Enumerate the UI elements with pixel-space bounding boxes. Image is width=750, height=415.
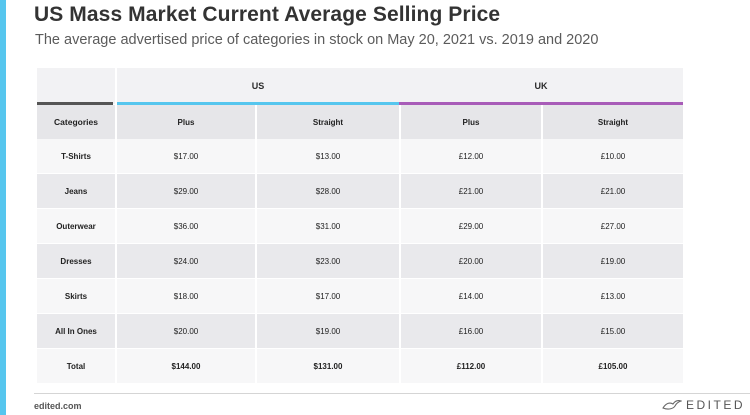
cell-uk-straight: £105.00 xyxy=(543,349,683,383)
column-header-uk-plus: Plus xyxy=(401,105,541,139)
table-row: Dresses $24.00 $23.00 £20.00 £19.00 xyxy=(37,244,683,278)
cell-uk-straight: £15.00 xyxy=(543,314,683,348)
cell-uk-plus: £16.00 xyxy=(401,314,541,348)
categories-underline xyxy=(37,102,113,105)
column-header-us-plus: Plus xyxy=(117,105,255,139)
uk-underline xyxy=(399,102,683,105)
cell-us-plus: $24.00 xyxy=(117,244,255,278)
column-header-uk-straight: Straight xyxy=(543,105,683,139)
table-row: Jeans $29.00 $28.00 £21.00 £21.00 xyxy=(37,174,683,208)
cell-uk-straight: £21.00 xyxy=(543,174,683,208)
logo-text: EDITED xyxy=(686,398,746,412)
table-row: T-Shirts $17.00 $13.00 £12.00 £10.00 xyxy=(37,139,683,173)
cell-uk-straight: £27.00 xyxy=(543,209,683,243)
cell-us-straight: $17.00 xyxy=(257,279,399,313)
cell-uk-plus: £12.00 xyxy=(401,139,541,173)
page-title: US Mass Market Current Average Selling P… xyxy=(34,3,501,26)
cell-uk-plus: £112.00 xyxy=(401,349,541,383)
row-category: Outerwear xyxy=(37,209,115,243)
edited-logo: EDITED xyxy=(662,398,745,412)
left-accent-bar xyxy=(0,0,6,415)
group-header-us: US xyxy=(117,68,399,104)
row-category: Skirts xyxy=(37,279,115,313)
cell-uk-plus: £29.00 xyxy=(401,209,541,243)
footer-divider xyxy=(34,393,750,394)
cell-us-plus: $36.00 xyxy=(117,209,255,243)
group-header-uk: UK xyxy=(399,68,683,104)
row-category: T-Shirts xyxy=(37,139,115,173)
table-row: Outerwear $36.00 $31.00 £29.00 £27.00 xyxy=(37,209,683,243)
us-underline xyxy=(117,102,399,105)
cell-us-straight: $28.00 xyxy=(257,174,399,208)
cell-uk-straight: £19.00 xyxy=(543,244,683,278)
cell-uk-plus: £20.00 xyxy=(401,244,541,278)
edited-bird-icon xyxy=(662,399,682,411)
cell-us-plus: $144.00 xyxy=(117,349,255,383)
price-table: US UK Categories Plus Straight Plus Stra… xyxy=(37,68,683,383)
cell-us-straight: $131.00 xyxy=(257,349,399,383)
column-header-us-straight: Straight xyxy=(257,105,399,139)
cell-us-plus: $17.00 xyxy=(117,139,255,173)
cell-us-plus: $20.00 xyxy=(117,314,255,348)
column-header-row: Categories Plus Straight Plus Straight xyxy=(37,105,683,139)
cell-us-plus: $29.00 xyxy=(117,174,255,208)
row-category: All In Ones xyxy=(37,314,115,348)
cell-us-straight: $23.00 xyxy=(257,244,399,278)
footer-url[interactable]: edited.com xyxy=(34,401,82,411)
cell-us-straight: $31.00 xyxy=(257,209,399,243)
table-row: All In Ones $20.00 $19.00 £16.00 £15.00 xyxy=(37,314,683,348)
cell-uk-plus: £21.00 xyxy=(401,174,541,208)
page-subtitle: The average advertised price of categori… xyxy=(35,32,599,48)
row-category: Jeans xyxy=(37,174,115,208)
column-header-categories: Categories xyxy=(37,105,115,139)
cell-us-plus: $18.00 xyxy=(117,279,255,313)
row-category: Dresses xyxy=(37,244,115,278)
cell-uk-straight: £13.00 xyxy=(543,279,683,313)
cell-uk-plus: £14.00 xyxy=(401,279,541,313)
cell-us-straight: $19.00 xyxy=(257,314,399,348)
table-row: Skirts $18.00 $17.00 £14.00 £13.00 xyxy=(37,279,683,313)
group-header-blank xyxy=(37,68,115,104)
cell-uk-straight: £10.00 xyxy=(543,139,683,173)
row-category: Total xyxy=(37,349,115,383)
cell-us-straight: $13.00 xyxy=(257,139,399,173)
total-row: Total $144.00 $131.00 £112.00 £105.00 xyxy=(37,349,683,383)
